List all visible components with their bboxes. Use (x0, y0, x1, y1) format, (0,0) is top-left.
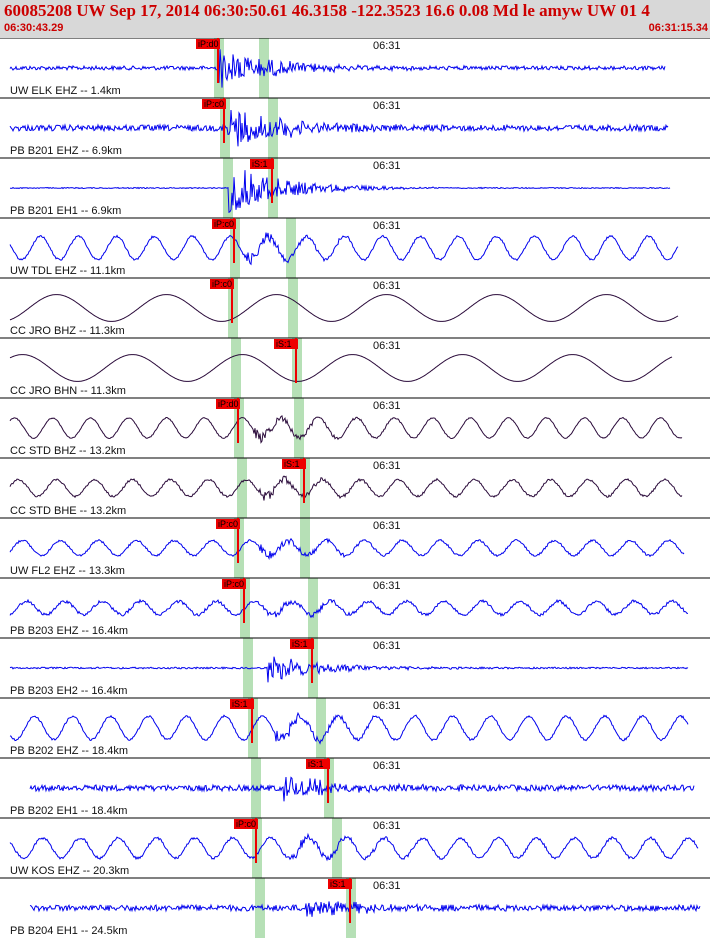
s-pick-text: iS:1 (252, 159, 268, 169)
time-tick-label: 06:31 (373, 280, 401, 292)
p-pick-flag[interactable] (230, 699, 254, 709)
p-pick-text: iP:c0 (214, 219, 234, 229)
p-pick-text: iS:1 (232, 699, 248, 709)
time-tick-label: 06:31 (373, 820, 401, 832)
p-pick-text: iP:c0 (212, 279, 232, 289)
event-header: 60085208 UW Sep 17, 2014 06:30:50.61 46.… (0, 0, 710, 38)
waveform (29, 776, 695, 802)
waveform (9, 598, 688, 619)
channel-label: UW FL2 EHZ -- 13.3km (10, 565, 125, 577)
waveform (9, 832, 699, 862)
s-pick-text: iS:1 (292, 639, 308, 649)
channel-label: PB B203 EHZ -- 16.4km (10, 625, 128, 637)
channel-label: UW KOS EHZ -- 20.3km (10, 865, 129, 877)
channel-label: PB B203 EH2 -- 16.4km (10, 685, 127, 697)
channel-label: CC STD BHZ -- 13.2km (10, 445, 126, 457)
s-pick-text: iS:1 (308, 759, 324, 769)
end-time-label: 06:31:15.34 (648, 22, 708, 34)
trace-row-13: iS:1 06:31 PB B202 EH1 -- 18.4km (0, 757, 710, 817)
trace-row-7: iP:d0 06:31 CC STD BHZ -- 13.2km (0, 397, 710, 457)
trace-row-15: iS:1 06:31 PB B204 EH1 -- 24.5km (0, 877, 710, 937)
p-pick-text: iP:d0 (198, 39, 219, 49)
time-tick-label: 06:31 (373, 460, 401, 472)
channel-label: PB B202 EHZ -- 18.4km (10, 745, 128, 757)
s-pick-text: iS:1 (284, 459, 300, 469)
channel-label: CC STD BHE -- 13.2km (10, 505, 126, 517)
time-tick-label: 06:31 (373, 640, 401, 652)
time-tick-label: 06:31 (373, 880, 401, 892)
p-pick-flag[interactable] (202, 99, 226, 109)
channel-label: PB B204 EH1 -- 24.5km (10, 925, 127, 937)
p-pick-text: iP:c0 (218, 519, 238, 529)
p-pick-text: iP:c0 (236, 819, 256, 829)
trace-row-3: iS:1 06:31 PB B201 EH1 -- 6.9km (0, 157, 710, 217)
trace-row-8: iS:1 06:31 CC STD BHE -- 13.2km (0, 457, 710, 517)
p-pick-text: iP:d0 (218, 399, 239, 409)
waveform (9, 656, 689, 683)
time-tick-label: 06:31 (373, 340, 401, 352)
s-pick-flag[interactable] (290, 639, 314, 649)
waveform (9, 170, 671, 214)
channel-label: PB B201 EHZ -- 6.9km (10, 145, 122, 157)
trace-row-11: iS:1 06:31 PB B203 EH2 -- 16.4km (0, 637, 710, 697)
p-pick-flag[interactable] (222, 579, 246, 589)
s-pick-flag[interactable] (274, 339, 298, 349)
p-pick-text: iP:c0 (204, 99, 224, 109)
channel-label: CC JRO BHZ -- 11.3km (10, 325, 125, 337)
waveform (9, 109, 669, 147)
waveform (9, 354, 673, 382)
time-tick-label: 06:31 (373, 400, 401, 412)
p-pick-flag[interactable] (216, 399, 240, 409)
waveform (9, 49, 666, 88)
seismogram-plot: iP:d0 06:31 UW ELK EHZ -- 1.4km iP:c0 06:31 P… (0, 38, 710, 938)
s-pick-text: iS:1 (276, 339, 292, 349)
s-pick-text: iS:1 (330, 879, 346, 889)
p-pick-text: iP:c0 (224, 579, 244, 589)
s-pick-flag[interactable] (250, 159, 274, 169)
trace-row-12: iS:1 06:31 PB B202 EHZ -- 18.4km (0, 697, 710, 757)
p-pick-flag[interactable] (212, 219, 236, 229)
waveform (9, 711, 689, 745)
waveform (29, 901, 701, 917)
traces: iP:d0 06:31 UW ELK EHZ -- 1.4km iP:c0 06:31 P… (0, 38, 710, 937)
p-pick-flag[interactable] (210, 279, 234, 289)
start-time-label: 06:30:43.29 (4, 22, 64, 34)
waveform (9, 232, 679, 266)
waveform (9, 537, 685, 561)
trace-row-10: iP:c0 06:31 PB B203 EHZ -- 16.4km (0, 577, 710, 637)
trace-row-2: iP:c0 06:31 PB B201 EHZ -- 6.9km (0, 97, 710, 157)
trace-row-1: iP:d0 06:31 UW ELK EHZ -- 1.4km (0, 38, 710, 97)
s-pick-flag[interactable] (306, 759, 330, 769)
channel-label: UW TDL EHZ -- 11.1km (10, 265, 125, 277)
time-tick-label: 06:31 (373, 700, 401, 712)
time-tick-label: 06:31 (373, 580, 401, 592)
time-tick-label: 06:31 (373, 220, 401, 232)
channel-label: PB B201 EH1 -- 6.9km (10, 205, 121, 217)
time-tick-label: 06:31 (373, 520, 401, 532)
waveform (9, 475, 683, 501)
channel-label: CC JRO BHN -- 11.3km (10, 385, 126, 397)
plot-background (0, 38, 710, 938)
p-pick-flag[interactable] (216, 519, 240, 529)
time-tick-label: 06:31 (373, 760, 401, 772)
waveform (9, 415, 683, 444)
channel-label: UW ELK EHZ -- 1.4km (10, 85, 121, 97)
trace-row-5: iP:c0 06:31 CC JRO BHZ -- 11.3km (0, 277, 710, 337)
waveform (9, 294, 679, 322)
trace-row-6: iS:1 06:31 CC JRO BHN -- 11.3km (0, 337, 710, 397)
channel-label: PB B202 EH1 -- 18.4km (10, 805, 127, 817)
trace-row-14: iP:c0 06:31 UW KOS EHZ -- 20.3km (0, 817, 710, 877)
time-tick-label: 06:31 (373, 100, 401, 112)
trace-row-9: iP:c0 06:31 UW FL2 EHZ -- 13.3km (0, 517, 710, 577)
time-tick-label: 06:31 (373, 40, 401, 52)
s-pick-flag[interactable] (328, 879, 352, 889)
p-pick-flag[interactable] (234, 819, 258, 829)
trace-row-4: iP:c0 06:31 UW TDL EHZ -- 11.1km (0, 217, 710, 277)
s-window-band (259, 38, 356, 938)
p-pick-flag[interactable] (196, 39, 220, 49)
s-pick-flag[interactable] (282, 459, 306, 469)
time-tick-label: 06:31 (373, 160, 401, 172)
event-title: 60085208 UW Sep 17, 2014 06:30:50.61 46.… (4, 1, 650, 20)
